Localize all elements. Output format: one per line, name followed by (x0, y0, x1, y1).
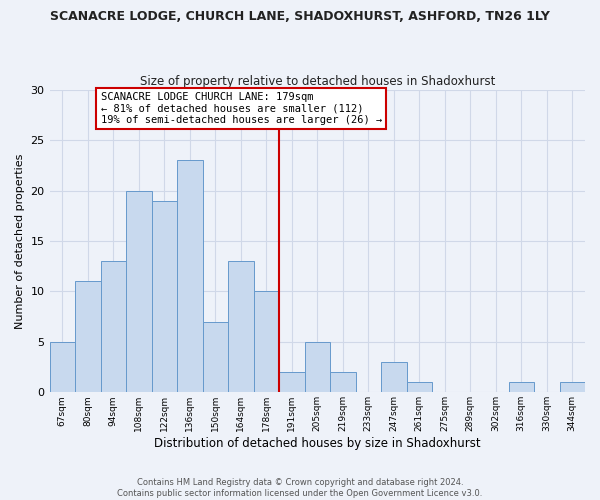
Bar (305, 342, 330, 392)
Bar (330, 372, 356, 392)
Bar (126, 190, 152, 392)
Bar (50, 342, 75, 392)
Title: Size of property relative to detached houses in Shadoxhurst: Size of property relative to detached ho… (140, 76, 495, 88)
Bar (509, 382, 534, 392)
Y-axis label: Number of detached properties: Number of detached properties (15, 154, 25, 328)
Text: SCANACRE LODGE CHURCH LANE: 179sqm
← 81% of detached houses are smaller (112)
19: SCANACRE LODGE CHURCH LANE: 179sqm ← 81%… (101, 92, 382, 125)
Bar (254, 292, 279, 392)
Bar (177, 160, 203, 392)
Bar (152, 200, 177, 392)
Bar (228, 261, 254, 392)
Bar (101, 261, 126, 392)
Bar (560, 382, 585, 392)
Text: SCANACRE LODGE, CHURCH LANE, SHADOXHURST, ASHFORD, TN26 1LY: SCANACRE LODGE, CHURCH LANE, SHADOXHURST… (50, 10, 550, 23)
Bar (279, 372, 305, 392)
Bar (203, 322, 228, 392)
Text: Contains HM Land Registry data © Crown copyright and database right 2024.
Contai: Contains HM Land Registry data © Crown c… (118, 478, 482, 498)
Bar (407, 382, 432, 392)
Bar (75, 282, 101, 393)
Bar (381, 362, 407, 392)
X-axis label: Distribution of detached houses by size in Shadoxhurst: Distribution of detached houses by size … (154, 437, 481, 450)
